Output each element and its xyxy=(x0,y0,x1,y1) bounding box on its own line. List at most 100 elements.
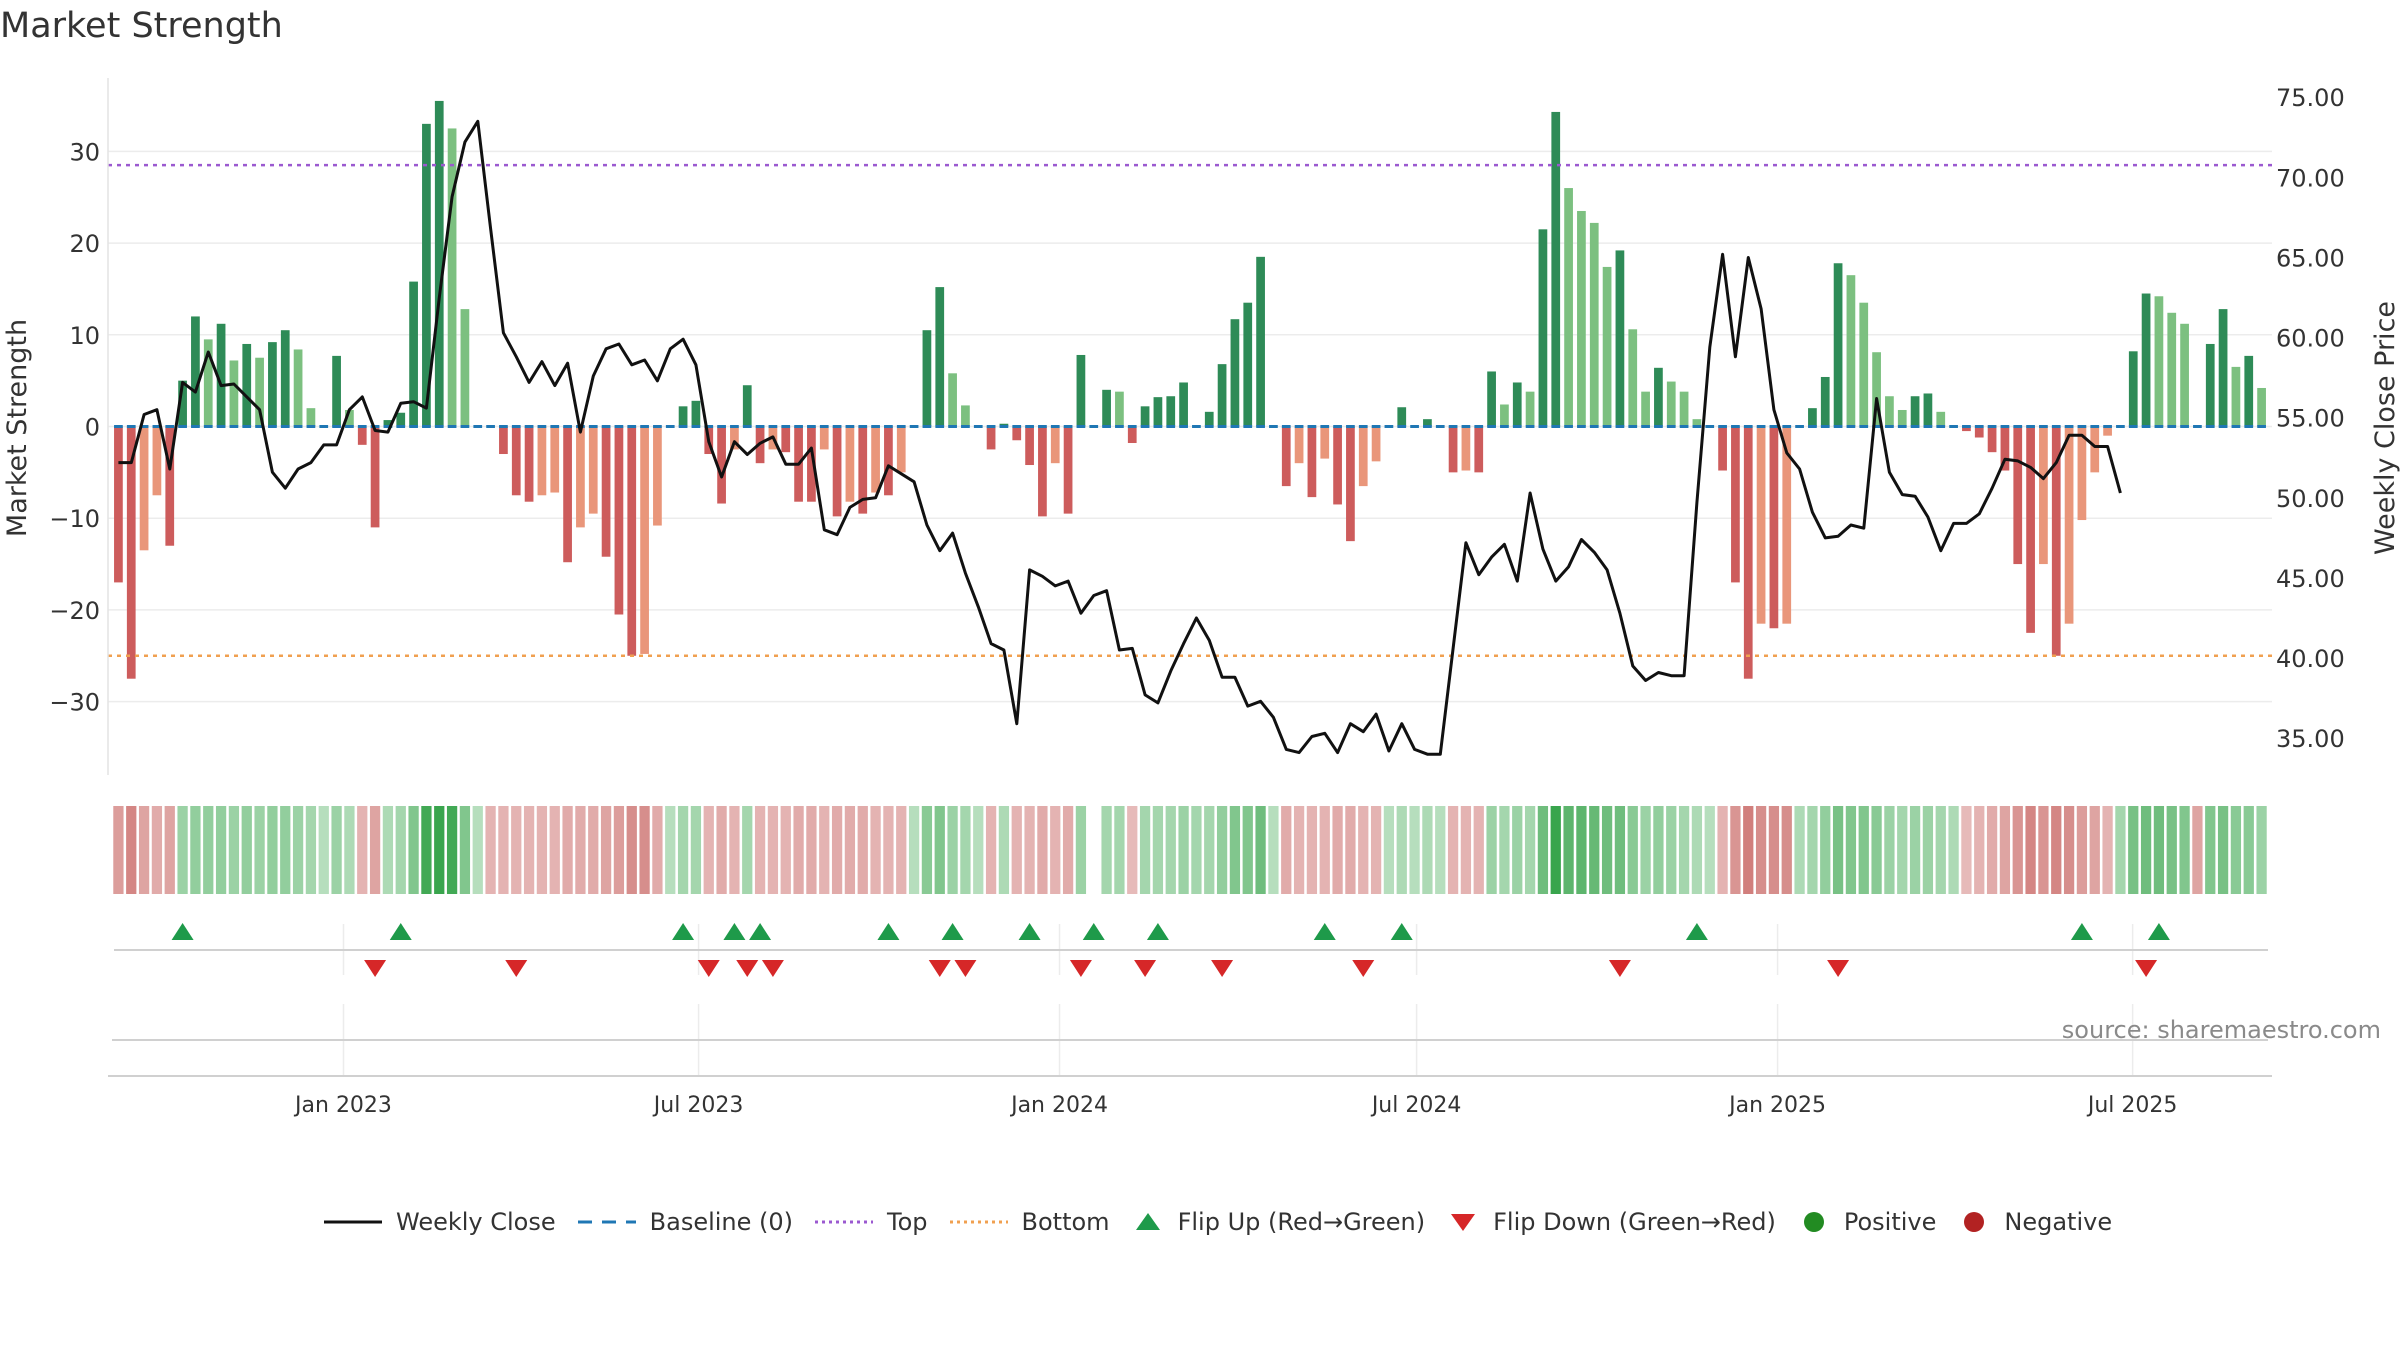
legend-item-weekly-close[interactable]: Weekly Close xyxy=(322,1208,556,1236)
strip-cell xyxy=(1024,806,1035,894)
flip-down-marker xyxy=(761,960,784,977)
strip-cell xyxy=(1127,806,1138,894)
strip-cell xyxy=(1178,806,1189,894)
strength-bar xyxy=(1769,426,1779,629)
y2-tick-label: 35.00 xyxy=(2276,725,2345,753)
strip-cell xyxy=(1139,806,1151,894)
strength-bar xyxy=(884,426,893,496)
strength-bar xyxy=(601,426,611,557)
strip-cell xyxy=(2025,806,2036,894)
flip-up-marker xyxy=(1313,923,1336,940)
flip-up-marker xyxy=(941,923,964,940)
strip-cell xyxy=(1755,806,1767,894)
strip-cell xyxy=(1678,806,1690,894)
strip-cell xyxy=(2076,806,2088,894)
strip-cell xyxy=(1653,806,1664,894)
legend-item-top[interactable]: Top xyxy=(813,1208,928,1236)
strip-cell xyxy=(575,806,586,894)
strip-cell xyxy=(1704,806,1715,894)
strip-cell xyxy=(1614,806,1626,894)
strength-bar xyxy=(1525,391,1535,427)
y-tick-label: −10 xyxy=(49,505,100,533)
legend-item-bottom[interactable]: Bottom xyxy=(948,1208,1110,1236)
strength-bar xyxy=(1666,381,1676,427)
strength-bar xyxy=(1127,426,1137,444)
strip-cell xyxy=(652,806,663,894)
flip-down-marker xyxy=(505,960,528,977)
legend-label: Negative xyxy=(2004,1208,2113,1236)
strength-bar xyxy=(306,408,316,427)
strip-cell xyxy=(1319,806,1330,894)
legend-label: Baseline (0) xyxy=(649,1208,794,1236)
y2-tick-label: 40.00 xyxy=(2276,645,2345,673)
legend-item-positive[interactable]: Positive xyxy=(1796,1208,1936,1236)
strength-bar xyxy=(216,323,226,427)
strength-bar xyxy=(2141,293,2151,427)
strip-cell xyxy=(203,806,214,894)
y2-tick-label: 60.00 xyxy=(2276,325,2345,353)
strip-cell xyxy=(2012,806,2023,894)
legend-item-negative[interactable]: Negative xyxy=(1956,1208,2112,1236)
strip-cell xyxy=(883,806,894,894)
strip-cell xyxy=(344,806,355,894)
y2-tick-label: 75.00 xyxy=(2276,84,2345,112)
strip-cell xyxy=(1114,806,1125,894)
flip-down-marker xyxy=(1827,960,1850,977)
strip-cell xyxy=(1152,806,1164,894)
y-axis-title: Market Strength xyxy=(2,319,33,537)
strength-bar xyxy=(1782,426,1792,624)
strength-bar xyxy=(2244,355,2254,427)
strip-cell xyxy=(2115,806,2126,894)
strength-bar xyxy=(588,426,598,514)
strip-cell xyxy=(2256,806,2267,894)
strength-bar xyxy=(1641,391,1650,427)
strip-cell xyxy=(1383,806,1395,894)
strip-cell xyxy=(588,806,599,894)
legend-item-flip-up[interactable]: Flip Up (Red→Green) xyxy=(1130,1208,1425,1236)
strip-cell xyxy=(151,806,163,894)
flip-down-marker xyxy=(928,960,951,977)
strength-bar xyxy=(858,426,868,514)
flip-down-marker xyxy=(364,960,387,977)
strength-bar xyxy=(742,385,752,427)
legend-item-baseline[interactable]: Baseline (0) xyxy=(576,1208,793,1236)
strength-bar xyxy=(1320,426,1330,459)
strength-bar xyxy=(409,281,418,427)
strip-cell xyxy=(831,806,843,894)
strength-bar xyxy=(1654,367,1663,427)
strip-cell xyxy=(2063,806,2075,894)
strength-bar xyxy=(807,426,816,502)
strength-bar xyxy=(1461,426,1471,471)
strength-bar xyxy=(640,426,649,654)
flip-up-marker xyxy=(2147,923,2170,940)
strength-bar xyxy=(614,426,624,615)
flip-up-marker xyxy=(1082,923,1105,940)
strength-bar xyxy=(1987,426,1997,453)
strip-cell xyxy=(1422,806,1433,894)
strip-cell xyxy=(562,806,573,894)
strength-bar xyxy=(1500,404,1509,427)
strength-bar xyxy=(1564,188,1573,427)
strip-cell xyxy=(331,806,342,894)
strength-bar xyxy=(845,426,855,502)
strip-cell xyxy=(1922,806,1934,894)
strength-bar xyxy=(332,355,341,427)
strength-bar xyxy=(1076,354,1086,427)
strength-bar xyxy=(524,426,534,502)
strength-bar xyxy=(1923,393,1933,427)
legend-label: Flip Down (Green→Red) xyxy=(1493,1208,1776,1236)
strip-cell xyxy=(1794,806,1805,894)
strip-cell xyxy=(485,806,496,894)
strength-bar xyxy=(1910,396,1920,427)
strength-bar xyxy=(203,339,213,427)
weekly-close-line xyxy=(118,119,2122,756)
y-tick-label: 30 xyxy=(69,138,100,166)
strip-cell xyxy=(1358,806,1369,894)
legend-item-flip-down[interactable]: Flip Down (Green→Red) xyxy=(1445,1208,1776,1236)
strip-cell xyxy=(254,806,265,894)
strength-bar xyxy=(511,426,521,496)
strength-bar xyxy=(1423,419,1432,427)
strip-cell xyxy=(113,806,124,894)
strip-cell xyxy=(434,806,445,894)
y2-tick-label: 65.00 xyxy=(2276,244,2345,272)
